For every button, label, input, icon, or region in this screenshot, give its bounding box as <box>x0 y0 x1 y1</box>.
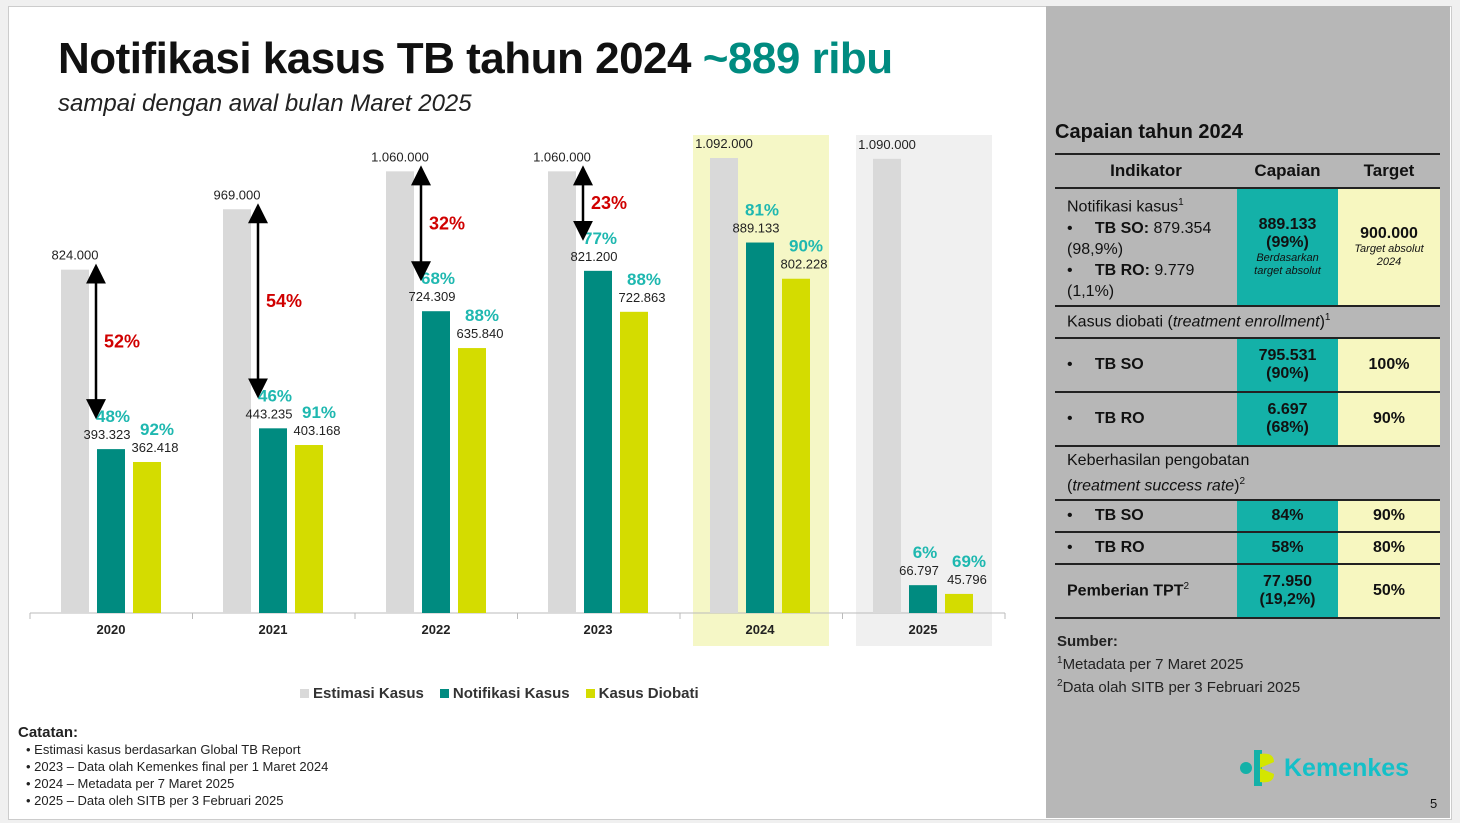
data-label-notifikasi: 66.797 <box>899 563 939 578</box>
note-item: • Estimasi kasus berdasarkan Global TB R… <box>26 742 301 757</box>
data-label-diobati: 362.418 <box>132 440 179 455</box>
kemenkes-logo-icon <box>1240 750 1274 786</box>
data-label-estimasi: 1.060.000 <box>371 149 429 164</box>
note-item: • 2025 – Data oleh SITB per 3 Februari 2… <box>26 793 284 808</box>
pct-notifikasi: 46% <box>258 386 292 405</box>
header-capaian: Capaian <box>1237 153 1338 189</box>
bar-estimasi-kasus <box>710 158 738 613</box>
panel-title: Capaian tahun 2024 <box>1055 121 1243 143</box>
bar-kasus-diobati <box>620 311 648 613</box>
note-item: • 2024 – Metadata per 7 Maret 2025 <box>26 776 235 791</box>
header-indikator: Indikator <box>1055 153 1237 189</box>
bar-notifikasi-kasus <box>746 242 774 613</box>
data-label-notifikasi: 443.235 <box>246 406 293 421</box>
legend-notifikasi: Notifikasi Kasus <box>439 685 570 702</box>
bar-notifikasi-kasus <box>909 585 937 613</box>
target-value: 900.000 <box>1360 225 1418 242</box>
row-notifikasi: Notifikasi kasus1 • TB SO: 879.354 (98,9… <box>1055 188 1440 307</box>
gap-pct: 52% <box>104 331 140 351</box>
sources: Sumber: 1Metadata per 7 Maret 2025 2Data… <box>1057 633 1301 696</box>
row-sukses-heading: Keberhasilan pengobatan (treatment succes… <box>1055 446 1440 501</box>
gap-pct: 54% <box>266 291 302 311</box>
bar-kasus-diobati <box>458 348 486 613</box>
data-label-estimasi: 1.090.000 <box>858 137 916 152</box>
x-tick-label: 2023 <box>584 622 613 637</box>
pct-diobati: 88% <box>627 270 661 289</box>
capaian-note: Berdasarkan target absolut <box>1254 252 1321 277</box>
pct-diobati: 90% <box>789 237 823 256</box>
chart-legend: Estimasi Kasus Notifikasi Kasus Kasus Di… <box>300 685 699 702</box>
x-tick-label: 2022 <box>422 622 451 637</box>
legend-diobati: Kasus Diobati <box>585 685 699 702</box>
bar-estimasi-kasus <box>61 269 89 613</box>
data-label-diobati: 403.168 <box>294 423 341 438</box>
notes: Catatan: • Estimasi kasus berdasarkan Gl… <box>18 724 328 809</box>
data-label-diobati: 45.796 <box>947 572 987 587</box>
row-sukses-ro: • TB RO 58% 80% <box>1055 532 1440 565</box>
gap-pct: 32% <box>429 213 465 233</box>
capaian-pct: (99%) <box>1266 234 1309 251</box>
bar-kasus-diobati <box>295 445 323 613</box>
bar-kasus-diobati <box>782 278 810 613</box>
x-tick-label: 2024 <box>746 622 776 637</box>
row-diobati-ro: • TB RO 6.697 (68%) 90% <box>1055 392 1440 447</box>
note-item: • 2023 – Data olah Kemenkes final per 1 … <box>26 759 329 774</box>
row-diobati-so: • TB SO 795.531 (90%) 100% <box>1055 338 1440 393</box>
x-tick-label: 2025 <box>909 622 938 637</box>
row-diobati-heading: Kasus diobati (treatment enrollment)1 <box>1055 306 1440 339</box>
notes-heading: Catatan: <box>18 724 79 741</box>
data-label-estimasi: 1.060.000 <box>533 149 591 164</box>
target-note: Target absolut 2024 <box>1354 243 1424 268</box>
page-title: Notifikasi kasus TB tahun 2024 ~889 ribu <box>58 34 893 83</box>
data-label-diobati: 802.228 <box>781 257 828 272</box>
data-label-estimasi: 824.000 <box>52 248 99 263</box>
x-tick-label: 2020 <box>97 622 126 637</box>
pct-notifikasi: 48% <box>96 407 130 426</box>
pct-notifikasi: 6% <box>913 543 938 562</box>
data-label-notifikasi: 889.133 <box>733 221 780 236</box>
capaian-value: 889.133 <box>1258 216 1317 233</box>
bar-estimasi-kasus <box>873 158 901 614</box>
pct-notifikasi: 81% <box>745 201 779 220</box>
row-sukses-so: • TB SO 84% 90% <box>1055 500 1440 533</box>
pct-notifikasi: 68% <box>421 269 455 288</box>
achievement-table: Indikator Capaian Target Notifikasi kasus1… <box>1055 153 1440 619</box>
row-tpt: Pemberian TPT2 77.950 (19,2%) 50% <box>1055 564 1440 619</box>
bar-estimasi-kasus <box>386 171 414 614</box>
kemenkes-logo: Kemenkes <box>1238 748 1409 788</box>
data-label-diobati: 635.840 <box>457 326 504 341</box>
pct-notifikasi: 77% <box>583 229 617 248</box>
page-number: 5 <box>1430 796 1438 811</box>
legend-estimasi: Estimasi Kasus <box>300 685 424 702</box>
bar-notifikasi-kasus <box>422 311 450 613</box>
pct-diobati: 92% <box>140 420 174 439</box>
pct-diobati: 91% <box>302 403 336 422</box>
data-label-notifikasi: 724.309 <box>409 289 456 304</box>
pct-diobati: 88% <box>465 306 499 325</box>
bar-estimasi-kasus <box>548 171 576 614</box>
bar-notifikasi-kasus <box>584 270 612 613</box>
data-label-estimasi: 1.092.000 <box>695 136 753 151</box>
bar-kasus-diobati <box>133 461 161 613</box>
bar-notifikasi-kasus <box>259 428 287 613</box>
data-label-diobati: 722.863 <box>619 290 666 305</box>
bar-notifikasi-kasus <box>97 449 125 613</box>
pct-diobati: 69% <box>952 552 986 571</box>
data-label-notifikasi: 393.323 <box>84 427 131 442</box>
bar-estimasi-kasus <box>223 209 251 613</box>
data-label-notifikasi: 821.200 <box>571 249 618 264</box>
bar-kasus-diobati <box>945 593 973 613</box>
x-tick-label: 2021 <box>259 622 288 637</box>
header-target: Target <box>1338 153 1440 189</box>
page-subtitle: sampai dengan awal bulan Maret 2025 <box>58 90 472 117</box>
data-label-estimasi: 969.000 <box>214 187 261 202</box>
gap-pct: 23% <box>591 193 627 213</box>
